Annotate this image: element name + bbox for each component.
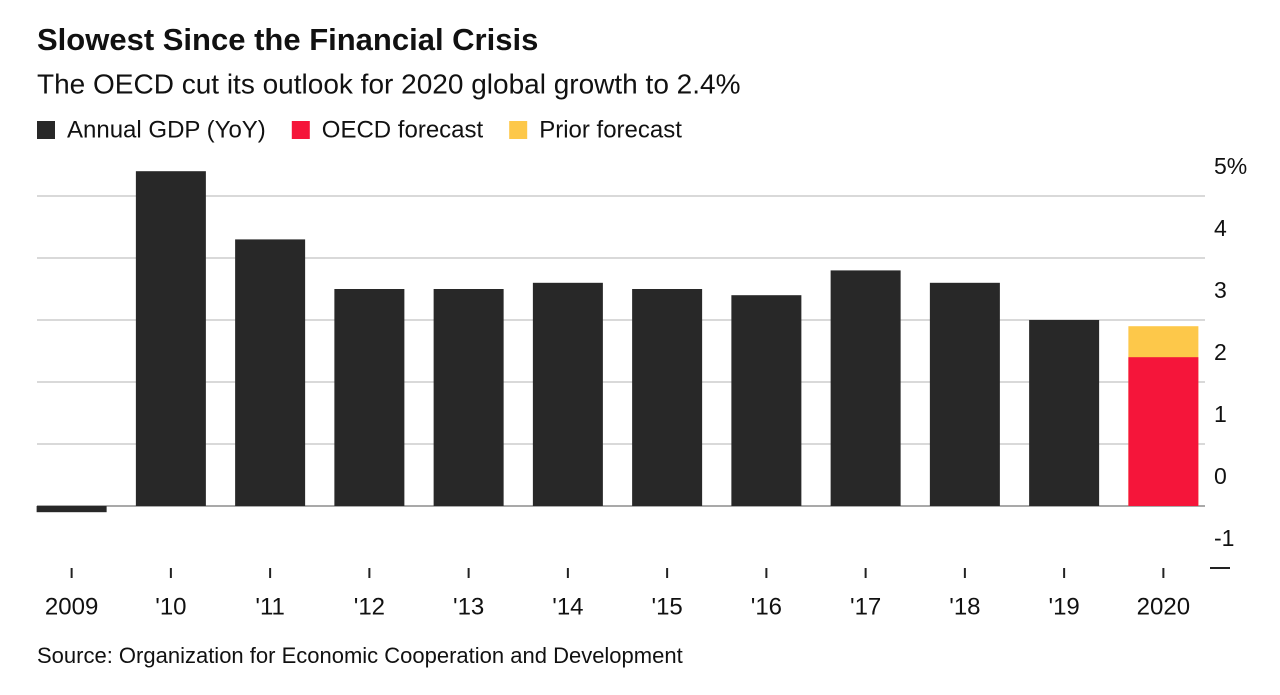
legend-label: Prior forecast	[539, 116, 682, 143]
bar	[929, 282, 1000, 506]
bar	[1029, 320, 1100, 506]
legend-swatch	[37, 121, 55, 139]
bar	[632, 289, 703, 506]
x-tick-label: '10	[155, 593, 186, 620]
bar	[334, 289, 405, 506]
x-tick-label: 2009	[45, 593, 98, 620]
y-tick-label: 1	[1214, 401, 1227, 427]
bar	[731, 295, 802, 506]
bar	[235, 239, 306, 506]
x-tick-label: '13	[453, 593, 484, 620]
bar	[532, 282, 603, 506]
bar	[1128, 357, 1199, 506]
y-tick-label: 5%	[1214, 153, 1247, 179]
x-tick-label: '12	[354, 593, 385, 620]
x-tick-label: '17	[850, 593, 881, 620]
x-tick-label: '14	[552, 593, 583, 620]
y-tick-label: -1	[1214, 525, 1234, 551]
source-note: Source: Organization for Economic Cooper…	[37, 643, 683, 668]
x-tick-label: 2020	[1137, 593, 1190, 620]
y-tick-label: 4	[1214, 215, 1227, 241]
x-tick-label: '15	[651, 593, 682, 620]
bar	[135, 171, 206, 506]
bar	[36, 506, 107, 513]
bar	[830, 270, 901, 506]
legend-swatch	[291, 121, 310, 139]
x-tick-label: '16	[751, 593, 782, 620]
y-tick-label: 2	[1214, 339, 1227, 365]
x-tick-label: '18	[949, 593, 980, 620]
legend-label: Annual GDP (YoY)	[67, 116, 266, 143]
chart-title: Slowest Since the Financial Crisis	[37, 22, 538, 57]
x-tick-label: '19	[1048, 593, 1079, 620]
legend-swatch	[509, 121, 528, 139]
legend-label: OECD forecast	[322, 116, 484, 143]
y-tick-label: 3	[1214, 277, 1227, 303]
y-tick-label: 0	[1214, 463, 1227, 489]
x-tick-label: '11	[255, 593, 285, 620]
chart-subtitle: The OECD cut its outlook for 2020 global…	[37, 68, 741, 99]
bar	[433, 289, 504, 506]
